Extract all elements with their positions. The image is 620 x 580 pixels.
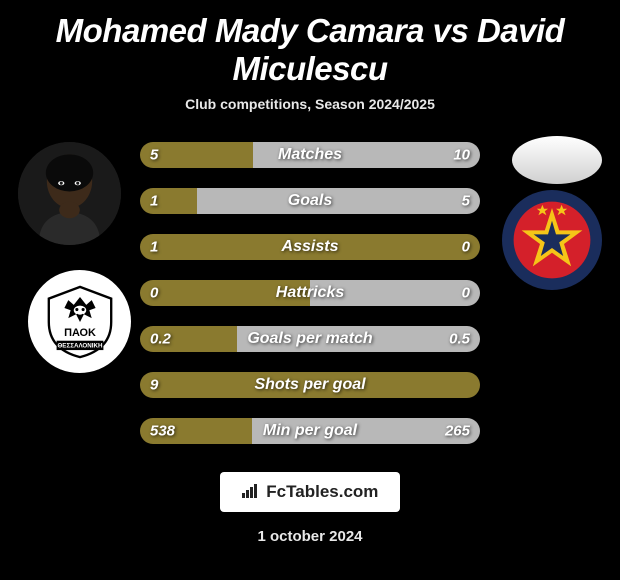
stat-row: Goals 1 5: [140, 188, 480, 214]
stat-row: Min per goal 538 265: [140, 418, 480, 444]
bar-value-left: 1: [150, 193, 158, 210]
footer: FcTables.com 1 october 2024: [10, 472, 610, 545]
stat-row: Shots per goal 9: [140, 372, 480, 398]
stat-row: Assists 1 0: [140, 234, 480, 260]
player-right-avatar: [512, 136, 602, 184]
bar-left-fill: [140, 188, 197, 214]
bar-label: Goals: [288, 192, 332, 210]
bar-label: Goals per match: [247, 330, 372, 348]
paok-badge-icon: ΠΑΟΚ ΘΕΣΣΑΛΟΝΙΚΗ: [41, 283, 119, 361]
date-text: 1 october 2024: [10, 528, 610, 545]
player-left-portrait-icon: [18, 142, 121, 245]
branding-badge: FcTables.com: [220, 472, 401, 512]
chart-icon: [242, 482, 263, 501]
bar-value-left: 0: [150, 285, 158, 302]
subtitle: Club competitions, Season 2024/2025: [10, 96, 610, 112]
club-right-badge: [502, 190, 602, 290]
bar-value-right: 10: [453, 147, 470, 164]
stat-row: Matches 5 10: [140, 142, 480, 168]
bar-value-right: 5: [462, 193, 470, 210]
bar-value-right: 0.5: [449, 331, 470, 348]
comparison-card: Mohamed Mady Camara vs David Miculescu C…: [0, 0, 620, 580]
stat-bars: Matches510Goals15Assists10Hattricks00Goa…: [140, 142, 480, 444]
content-area: ΠΑΟΚ ΘΕΣΣΑΛΟΝΙΚΗ Matches510Goals15Assist…: [10, 142, 610, 444]
bar-value-left: 538: [150, 423, 175, 440]
page-title: Mohamed Mady Camara vs David Miculescu: [10, 12, 610, 88]
club-left-badge: ΠΑΟΚ ΘΕΣΣΑΛΟΝΙΚΗ: [28, 270, 131, 373]
bar-value-right: 265: [445, 423, 470, 440]
branding-text: FcTables.com: [266, 482, 378, 501]
bar-value-left: 5: [150, 147, 158, 164]
bar-value-right: 0: [462, 239, 470, 256]
bar-value-left: 9: [150, 377, 158, 394]
bar-label: Shots per goal: [254, 376, 365, 394]
bar-right-fill: [197, 188, 480, 214]
bar-value-left: 1: [150, 239, 158, 256]
bar-value-left: 0.2: [150, 331, 171, 348]
svg-text:ΠΑΟΚ: ΠΑΟΚ: [64, 327, 96, 339]
player-left-avatar: [18, 142, 121, 245]
stat-row: Hattricks 0 0: [140, 280, 480, 306]
bar-label: Assists: [282, 238, 339, 256]
bar-label: Hattricks: [276, 284, 344, 302]
svg-text:ΘΕΣΣΑΛΟΝΙΚΗ: ΘΕΣΣΑΛΟΝΙΚΗ: [57, 342, 103, 349]
fcsb-badge-icon: [512, 200, 592, 280]
bar-label: Matches: [278, 146, 342, 164]
stat-row: Goals per match 0.2 0.5: [140, 326, 480, 352]
bar-label: Min per goal: [263, 422, 357, 440]
bar-value-right: 0: [462, 285, 470, 302]
